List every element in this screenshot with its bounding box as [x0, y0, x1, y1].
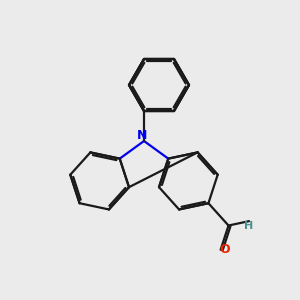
- Text: N: N: [136, 129, 147, 142]
- Text: H: H: [244, 221, 254, 231]
- Text: O: O: [220, 243, 230, 256]
